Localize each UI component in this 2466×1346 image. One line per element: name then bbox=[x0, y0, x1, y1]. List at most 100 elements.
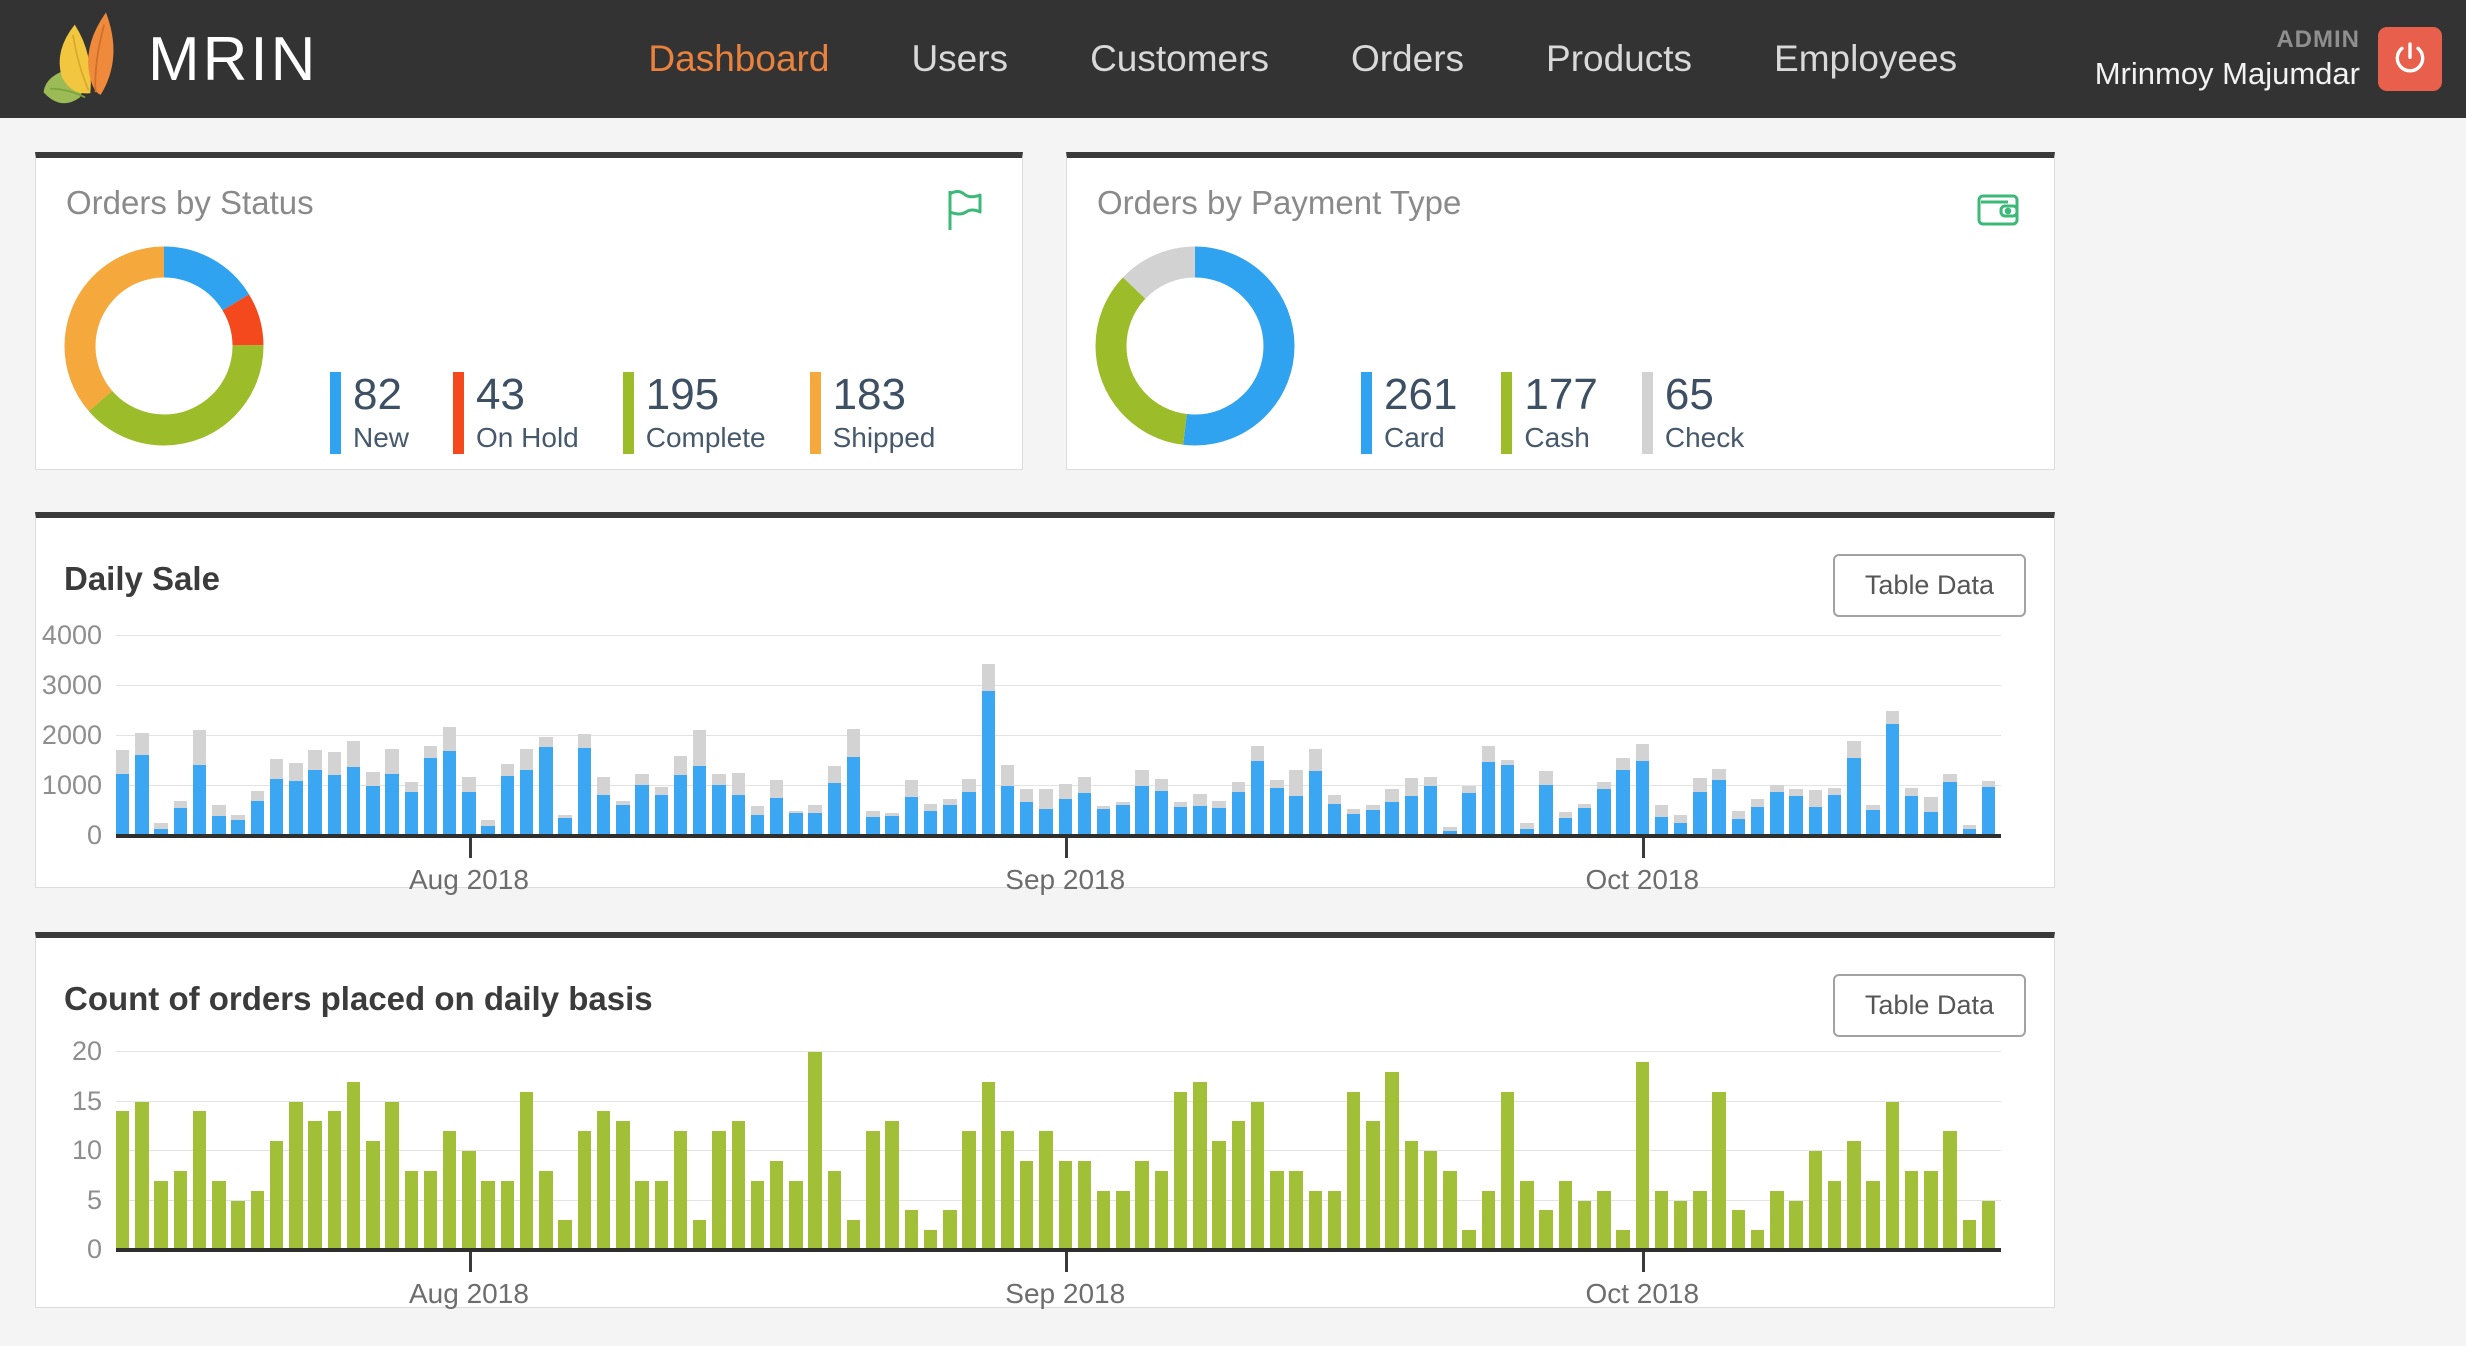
legend-item-new: 82 New bbox=[330, 372, 409, 454]
logout-button[interactable] bbox=[2378, 27, 2442, 91]
bar-secondary bbox=[116, 750, 129, 774]
bar-sale bbox=[1116, 805, 1129, 836]
bar-secondary bbox=[751, 806, 764, 815]
legend-label: Check bbox=[1665, 422, 1744, 454]
bar-secondary bbox=[1116, 802, 1129, 805]
legend-label: New bbox=[353, 422, 409, 454]
bar-secondary bbox=[828, 766, 841, 783]
bar-sale bbox=[1482, 762, 1495, 836]
bar-secondary bbox=[808, 805, 821, 813]
bar-sale bbox=[1770, 792, 1783, 836]
bar-sale bbox=[655, 795, 668, 836]
bar-orders bbox=[1712, 1092, 1725, 1250]
x-axis-tick bbox=[1642, 836, 1645, 858]
bar-secondary bbox=[539, 737, 552, 748]
bar-sale bbox=[1578, 808, 1591, 837]
bar-sale bbox=[635, 785, 648, 837]
x-axis-tick-label: Sep 2018 bbox=[965, 1278, 1165, 1310]
bar-secondary bbox=[1866, 805, 1879, 810]
bar-orders bbox=[270, 1141, 283, 1250]
legend-item-complete: 195 Complete bbox=[623, 372, 766, 454]
bar-sale bbox=[674, 775, 687, 837]
card-title: Orders by Status bbox=[66, 184, 314, 222]
legend-swatch bbox=[623, 372, 634, 454]
bar-orders bbox=[1020, 1161, 1033, 1250]
bar-secondary bbox=[1001, 765, 1014, 786]
bar-orders bbox=[1693, 1191, 1706, 1250]
bar-sale bbox=[1462, 793, 1475, 836]
user-info: ADMIN Mrinmoy Majumdar bbox=[2095, 0, 2442, 118]
bar-orders bbox=[251, 1191, 264, 1250]
legend-value: 65 bbox=[1665, 372, 1744, 418]
bar-secondary bbox=[1309, 749, 1322, 771]
bar-sale bbox=[1597, 789, 1610, 836]
bar-orders bbox=[1309, 1191, 1322, 1250]
bar-secondary bbox=[366, 772, 379, 786]
bar-orders bbox=[770, 1161, 783, 1250]
y-axis-tick-label: 10 bbox=[36, 1137, 102, 1164]
legend-item-shipped: 183 Shipped bbox=[810, 372, 936, 454]
bar-secondary bbox=[1539, 771, 1552, 785]
bar-secondary bbox=[193, 730, 206, 765]
bar-secondary bbox=[578, 734, 591, 748]
bar-orders bbox=[1636, 1062, 1649, 1250]
bar-secondary bbox=[655, 787, 668, 796]
x-axis-tick bbox=[469, 1250, 472, 1272]
bar-secondary bbox=[1963, 825, 1976, 830]
legend-swatch bbox=[453, 372, 464, 454]
leaf-logo-icon bbox=[38, 9, 134, 113]
nav-item-products[interactable]: Products bbox=[1546, 38, 1692, 80]
bar-secondary bbox=[1405, 778, 1418, 796]
bar-orders bbox=[366, 1141, 379, 1250]
nav-item-dashboard[interactable]: Dashboard bbox=[648, 38, 829, 80]
bar-sale bbox=[1366, 810, 1379, 837]
wallet-icon bbox=[1974, 186, 2022, 234]
bar-secondary bbox=[328, 752, 341, 775]
bar-secondary bbox=[1366, 805, 1379, 810]
bar-secondary bbox=[1693, 778, 1706, 792]
nav-item-users[interactable]: Users bbox=[911, 38, 1008, 80]
bar-sale bbox=[1828, 795, 1841, 837]
bar-orders bbox=[154, 1181, 167, 1250]
bar-sale bbox=[1039, 809, 1052, 836]
bar-secondary bbox=[1212, 801, 1225, 808]
bar-orders bbox=[174, 1171, 187, 1250]
nav-item-orders[interactable]: Orders bbox=[1351, 38, 1464, 80]
bar-secondary bbox=[424, 746, 437, 758]
y-axis-tick-label: 0 bbox=[36, 822, 102, 849]
bar-secondary bbox=[347, 741, 360, 767]
bar-secondary bbox=[770, 780, 783, 798]
bar-secondary bbox=[481, 820, 494, 827]
brand-logo[interactable]: MRIN bbox=[38, 5, 318, 113]
legend-value: 82 bbox=[353, 372, 409, 418]
table-data-button[interactable]: Table Data bbox=[1833, 974, 2026, 1037]
bar-sale bbox=[1982, 787, 1995, 837]
daily-sale-bar-chart: 01000200030004000Aug 2018Sep 2018Oct 201… bbox=[116, 636, 2001, 836]
bar-orders bbox=[693, 1220, 706, 1250]
bar-orders bbox=[674, 1131, 687, 1250]
nav-item-employees[interactable]: Employees bbox=[1774, 38, 1957, 80]
bar-sale bbox=[732, 795, 745, 836]
bar-orders bbox=[289, 1102, 302, 1251]
bar-sale bbox=[1135, 786, 1148, 836]
flag-icon bbox=[942, 186, 990, 234]
bar-orders bbox=[982, 1082, 995, 1250]
bar-orders bbox=[712, 1131, 725, 1250]
nav-item-customers[interactable]: Customers bbox=[1090, 38, 1269, 80]
bar-sale bbox=[1905, 796, 1918, 837]
bar-sale bbox=[174, 808, 187, 836]
status-donut-chart bbox=[64, 246, 264, 446]
legend-value: 177 bbox=[1524, 372, 1597, 418]
bar-secondary bbox=[1809, 790, 1822, 807]
y-axis-tick-label: 3000 bbox=[36, 672, 102, 699]
bar-orders bbox=[1559, 1181, 1572, 1250]
bar-sale bbox=[443, 751, 456, 837]
bar-secondary bbox=[674, 756, 687, 775]
bar-secondary bbox=[1174, 802, 1187, 807]
bar-secondary bbox=[1616, 758, 1629, 769]
bar-orders bbox=[520, 1092, 533, 1250]
bar-orders bbox=[1270, 1171, 1283, 1250]
legend-label: Card bbox=[1384, 422, 1457, 454]
table-data-button[interactable]: Table Data bbox=[1833, 554, 2026, 617]
bar-orders bbox=[1116, 1191, 1129, 1250]
